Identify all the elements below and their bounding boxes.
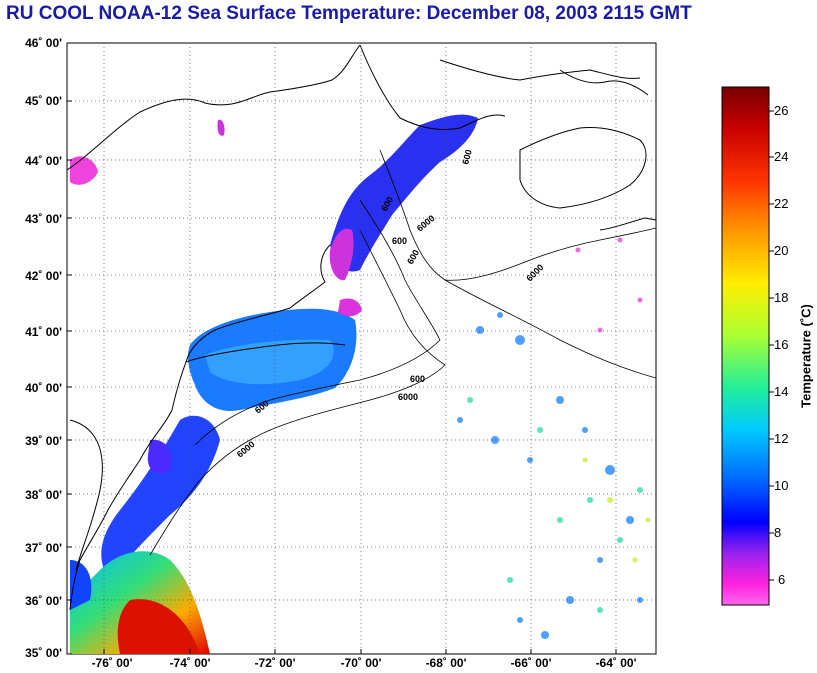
isobath-lines <box>149 149 656 556</box>
isobath-label: 600 <box>460 148 474 165</box>
lat-label-41: 41˚ 00' <box>25 325 62 339</box>
lat-label-39: 39˚ 00' <box>25 434 62 448</box>
lat-label-43: 43˚ 00' <box>25 212 62 226</box>
colorbar-ticks <box>769 110 774 581</box>
colorbar-tick-label: 12 <box>774 431 789 446</box>
lon-label-74: -74˚ 00' <box>169 656 211 670</box>
lat-label-35: 35˚ 00' <box>25 646 62 660</box>
isobath-label: 600 <box>392 236 407 246</box>
lat-label-46: 46˚ 00' <box>25 36 62 50</box>
colorbar-tick-label: 8 <box>774 525 782 540</box>
colorbar-title: Temperature (˚C) <box>798 304 814 408</box>
lon-label-64: -64˚ 00' <box>595 656 637 670</box>
lat-label-40: 40˚ 00' <box>25 381 62 395</box>
plot-frame <box>66 42 657 655</box>
colorbar-tick-label: 6 <box>778 572 786 587</box>
axis-ticks <box>67 42 617 655</box>
lon-label-76: -76˚ 00' <box>91 656 133 670</box>
lon-label-66: -66˚ 00' <box>510 656 552 670</box>
map-title: RU COOL NOAA-12 Sea Surface Temperature:… <box>6 3 692 24</box>
colorbar-tick-label: 16 <box>774 337 789 352</box>
lat-label-45: 45˚ 00' <box>25 94 62 108</box>
colorbar-tick-label: 18 <box>774 290 789 305</box>
lat-label-44: 44˚ 00' <box>25 154 62 168</box>
isobath-label: 600 <box>410 374 425 384</box>
lat-label-42: 42˚ 00' <box>25 269 62 283</box>
colorbar <box>721 86 770 606</box>
lon-label-68: -68˚ 00' <box>425 656 467 670</box>
colorbar-tick-label: 14 <box>774 384 789 399</box>
lon-label-72: -72˚ 00' <box>254 656 296 670</box>
colorbar-tick-label: 24 <box>774 149 789 164</box>
colorbar-tick-label: 22 <box>774 196 789 211</box>
sst-data-layer <box>70 114 651 654</box>
colorbar-tick-label: 20 <box>774 243 789 258</box>
lat-label-37: 37˚ 00' <box>25 541 62 555</box>
colorbar-tick-label: 10 <box>774 478 789 493</box>
lat-label-36: 36˚ 00' <box>25 594 62 608</box>
lon-label-70: -70˚ 00' <box>340 656 382 670</box>
lat-label-38: 38˚ 00' <box>25 488 62 502</box>
colorbar-tick-label: 26 <box>774 103 789 118</box>
isobath-label: 6000 <box>398 392 418 402</box>
